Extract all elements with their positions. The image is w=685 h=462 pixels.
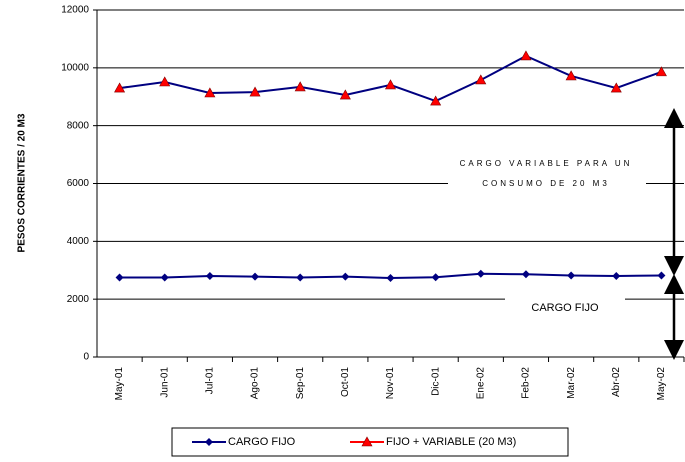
y-tick-label: 4000 bbox=[67, 236, 90, 247]
point bbox=[114, 82, 126, 93]
point bbox=[294, 81, 306, 92]
x-tick-label: Jul-01 bbox=[205, 367, 216, 395]
y-tick-label: 12000 bbox=[61, 5, 89, 16]
x-tick-label: Ene-02 bbox=[475, 367, 486, 400]
y-axis-label: PESOS CORRIENTES / 20 M3 bbox=[17, 113, 28, 252]
point bbox=[475, 74, 487, 85]
x-tick-label: May-01 bbox=[114, 367, 125, 401]
point bbox=[251, 272, 260, 281]
legend-label: FIJO + VARIABLE (20 M3) bbox=[386, 436, 516, 448]
point bbox=[476, 269, 485, 278]
plot-area: 0 2000 4000 6000 8000 10000 12000 May-01 Jun-01 J… bbox=[61, 5, 685, 401]
x-tick-label: Abr-02 bbox=[611, 367, 622, 397]
point bbox=[384, 79, 397, 90]
point bbox=[430, 95, 442, 106]
legend-marker bbox=[361, 436, 373, 447]
legend-items: CARGO FIJO FIJO + VARIABLE (20 M3) bbox=[192, 436, 516, 448]
point bbox=[521, 270, 530, 279]
y-tick-label: 0 bbox=[83, 352, 89, 363]
point bbox=[115, 273, 124, 282]
x-tick-label: May-02 bbox=[656, 367, 667, 401]
x-tick-label: Oct-01 bbox=[340, 367, 351, 397]
point bbox=[249, 86, 261, 97]
point bbox=[657, 271, 666, 280]
point bbox=[610, 82, 622, 93]
y-tick-label: 10000 bbox=[61, 62, 89, 73]
annotation: CARGO FIJO bbox=[531, 302, 599, 314]
point bbox=[612, 272, 621, 281]
y-tick-label: 6000 bbox=[67, 178, 90, 189]
annotation: CONSUMO DE 20 M3 bbox=[482, 179, 610, 188]
point bbox=[204, 87, 216, 98]
point bbox=[567, 271, 576, 280]
point bbox=[205, 272, 214, 281]
y-tick-label: 2000 bbox=[67, 294, 90, 305]
point bbox=[520, 50, 532, 61]
point bbox=[565, 70, 577, 81]
legend-marker bbox=[205, 438, 213, 446]
point bbox=[341, 272, 350, 281]
legend-label: CARGO FIJO bbox=[228, 436, 296, 448]
point bbox=[386, 274, 395, 283]
point bbox=[431, 273, 440, 282]
x-tick-label: Feb-02 bbox=[521, 367, 532, 399]
point bbox=[339, 89, 351, 100]
annotation-box bbox=[448, 156, 646, 192]
annotation-box bbox=[505, 298, 625, 318]
x-tick-label: Dic-01 bbox=[430, 367, 441, 396]
x-tick-label: Ago-01 bbox=[250, 367, 261, 400]
annotation: CARGO VARIABLE PARA UN bbox=[460, 159, 633, 168]
series-line bbox=[119, 54, 662, 103]
x-tick-label: Jun-01 bbox=[159, 367, 170, 398]
point bbox=[159, 76, 171, 87]
x-tick-label: Sep-01 bbox=[295, 367, 306, 400]
point bbox=[160, 273, 169, 282]
x-tick-label: Mar-02 bbox=[566, 367, 577, 399]
point bbox=[655, 66, 667, 77]
y-tick-label: 8000 bbox=[67, 120, 90, 131]
point bbox=[296, 273, 305, 282]
x-tick-label: Nov-01 bbox=[385, 367, 396, 400]
